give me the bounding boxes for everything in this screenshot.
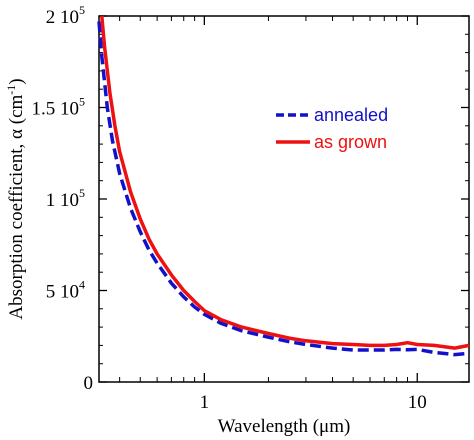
x-axis-title: Wavelength (μm) <box>218 416 351 437</box>
legend-label-as-grown: as grown <box>314 132 387 152</box>
x-tick-label: 10 <box>408 392 427 413</box>
y-tick-label: 2 105 <box>46 3 85 28</box>
plot-frame <box>98 15 470 383</box>
y-axis-title-close: ) <box>6 78 27 84</box>
series-lines <box>97 15 470 357</box>
series-line-as-grown <box>100 15 470 350</box>
x-tick-labels: 1 10 <box>200 392 427 413</box>
x-tick-label: 1 <box>200 392 210 413</box>
y-tick-label: 1 105 <box>46 186 85 211</box>
y-tick-labels: 0 5 104 1 105 1.5 105 2 105 <box>32 3 94 394</box>
y-tick-label: 5 104 <box>46 278 85 303</box>
y-axis-title-sup: -1 <box>4 85 18 95</box>
y-tick-label: 1.5 105 <box>32 95 86 120</box>
legend: annealed as grown <box>276 105 388 152</box>
tick-marks <box>99 15 469 383</box>
y-axis-title: Absorption coefficient, α (cm-1) <box>4 78 27 319</box>
legend-label-annealed: annealed <box>314 105 388 125</box>
series-line-annealed <box>97 21 467 357</box>
y-tick-label: 0 <box>84 373 94 394</box>
y-axis-title-main: Absorption coefficient, α (cm <box>6 95 27 320</box>
